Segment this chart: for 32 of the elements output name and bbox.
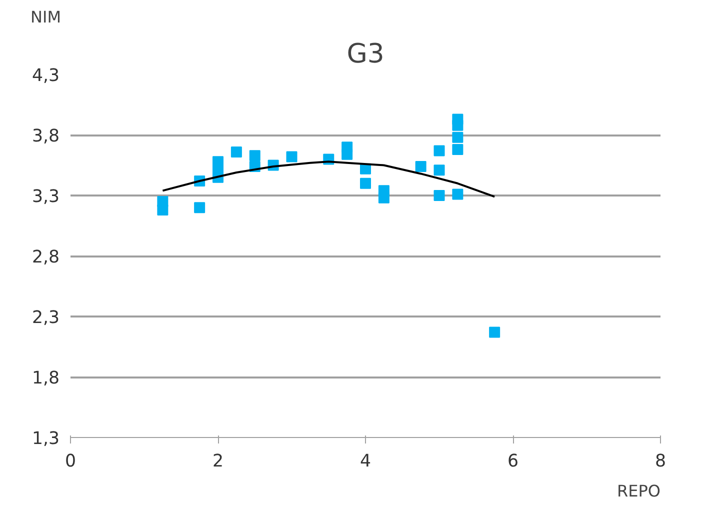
point [415,160,426,172]
point [157,204,168,216]
x-tick-label: 0 [64,452,76,472]
x-tick-label: 4 [360,452,372,472]
y-tick-label: 1,8 [32,368,60,388]
point [194,202,206,214]
point [452,120,464,131]
point [434,190,445,201]
point [452,132,464,143]
x-tick-label: 6 [507,452,519,472]
point [378,192,390,204]
y-tick-label: 1,3 [32,429,60,449]
y-tick-label: 3,3 [32,187,60,207]
y-tick-label: 3,8 [32,126,60,146]
x-tick-label: 8 [654,452,666,472]
point [452,188,464,200]
y-tick-label: 2,3 [32,308,60,328]
point [342,148,353,160]
point [230,146,242,158]
point [489,326,500,338]
point [360,178,371,189]
point [286,151,298,162]
point [452,144,464,156]
point [434,145,445,156]
x-axis-title: REPO [617,482,660,500]
y-tick-label: 2,8 [32,248,60,268]
point [249,150,260,162]
y-axis-title: NIM [30,8,61,26]
chart-title: G3 [346,38,384,70]
point [434,164,445,176]
x-tick-label: 2 [212,452,224,472]
y-tick-label: 4,3 [32,66,60,86]
